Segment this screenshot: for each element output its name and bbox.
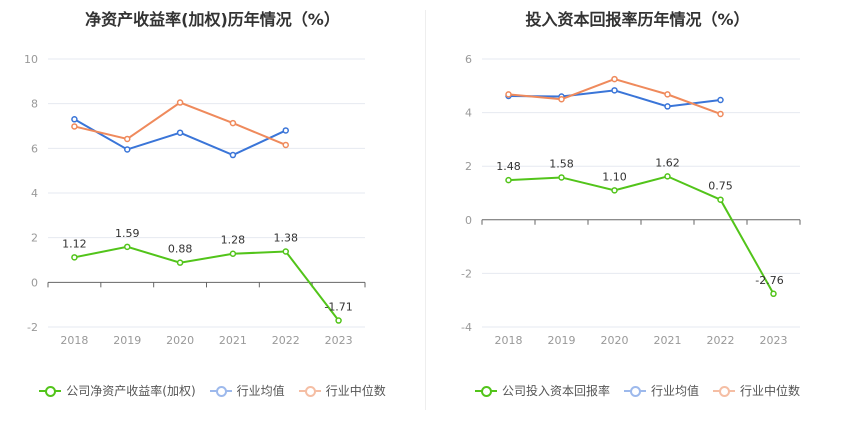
data-label: 1.62 [655,156,680,169]
x-tick-label: 2023 [325,334,353,347]
roic-chart-title: 投入资本回报率历年情况（%） [525,10,750,29]
data-label: 1.38 [274,232,299,245]
y-tick-label: 0 [465,214,472,227]
data-label: 0.88 [168,243,193,256]
data-label: -1.71 [324,301,352,314]
x-tick-label: 2020 [601,334,629,347]
x-tick-label: 2021 [219,334,247,347]
data-point [717,110,724,118]
data-point [717,96,724,104]
data-point [664,91,671,98]
roe-chart-panel: -2 0 2 4 6 8 10 2018 2019 2020 2021 2022 2023 1.12 1.5… [0,10,425,399]
data-label: 1.58 [549,157,574,170]
data-point [124,243,131,251]
roic-legend: 公司投入资本回报率 行业均值 行业中位数 [425,382,850,399]
x-tick-label: 2020 [166,334,194,347]
y-tick-label: 4 [31,187,38,200]
legend-swatch-median-icon [713,385,735,397]
data-point [282,127,289,134]
y-tick-label: 2 [465,160,472,173]
legend-item-industry-mean[interactable]: 行业均值 [623,382,699,399]
data-point [611,87,618,94]
legend-swatch-mean-icon [623,385,646,397]
legend-label: 行业均值 [236,384,285,398]
data-point [71,254,78,261]
y-tick-label: 0 [31,276,38,289]
data-point [176,259,184,266]
data-point [176,99,184,106]
data-label: -2.76 [755,274,783,287]
legend-swatch-mean-icon [209,385,232,397]
series-line [73,118,287,157]
legend-label: 行业均值 [650,384,699,398]
data-point [176,129,184,136]
y-tick-label: 8 [31,98,38,111]
data-label: 1.48 [496,160,521,173]
data-point [124,146,131,153]
roe-chart: -2 0 2 4 6 8 10 2018 2019 2020 2021 2022 2023 1.12 1.5… [24,53,366,347]
data-point [717,196,724,203]
legend-swatch-company-icon [39,385,62,397]
legend-label: 行业中位数 [740,384,801,398]
legend-label: 公司投入资本回报率 [501,384,610,398]
x-tick-label: 2019 [548,334,576,347]
data-point [335,317,342,324]
x-tick-label: 2018 [60,334,88,347]
data-label: 1.12 [62,237,87,250]
legend-swatch-median-icon [298,385,321,397]
series-line [508,78,721,115]
data-point [124,135,131,143]
y-tick-label: 6 [465,53,472,66]
y-tick-label: -2 [461,267,472,280]
series-line [74,245,340,322]
legend-label: 行业中位数 [325,384,386,398]
legend-swatch-company-icon [474,385,497,397]
x-tick-label: 2023 [760,334,788,347]
y-tick-label: 4 [465,107,472,120]
roic-chart: -4 -2 0 2 4 6 2018 2019 2020 2021 2022 2023 1.48 1.58… [461,53,801,347]
roe-legend: 公司净资产收益率(加权) 行业均值 行业中位数 [0,382,425,399]
roic-chart-panel: -4 -2 0 2 4 6 2018 2019 2020 2021 2022 2023 1.48 1.58… [425,0,850,437]
legend-item-company-roe[interactable]: 公司净资产收益率(加权) [39,382,196,399]
x-tick-label: 2022 [272,334,300,347]
legend-item-industry-median[interactable]: 行业中位数 [298,382,386,399]
y-tick-label: 10 [24,53,38,66]
data-point [229,119,237,127]
data-label: 1.10 [602,170,627,183]
data-point [664,103,671,110]
x-tick-label: 2019 [113,334,141,347]
data-label: 1.28 [221,234,246,247]
data-point [282,141,289,149]
series-line [508,175,775,295]
series-line [74,101,287,146]
data-point [229,250,237,257]
data-point [558,95,565,103]
x-tick-label: 2021 [654,334,682,347]
legend-item-industry-median[interactable]: 行业中位数 [713,382,800,399]
data-point [282,248,289,255]
x-tick-label: 2022 [707,334,735,347]
data-point [664,173,671,180]
y-tick-label: -4 [461,321,472,334]
data-point [71,116,78,123]
data-point [611,187,618,194]
data-point [505,176,512,184]
data-point [611,75,618,83]
data-point [71,123,78,130]
y-tick-label: 2 [31,232,38,245]
x-tick-label: 2018 [495,334,523,347]
panel-divider [425,10,426,410]
legend-label: 公司净资产收益率(加权) [66,384,196,398]
roe-chart-title: 净资产收益率(加权)历年情况（%） [85,10,340,29]
legend-item-industry-mean[interactable]: 行业均值 [209,382,285,399]
data-point [505,91,512,98]
data-point [229,151,237,159]
legend-item-company-roic[interactable]: 公司投入资本回报率 [474,382,610,399]
y-tick-label: -2 [27,321,38,334]
data-label: 1.59 [115,227,140,240]
y-tick-label: 6 [31,142,38,155]
data-point [558,174,565,181]
data-label: 0.75 [708,180,733,193]
data-point [770,290,777,298]
